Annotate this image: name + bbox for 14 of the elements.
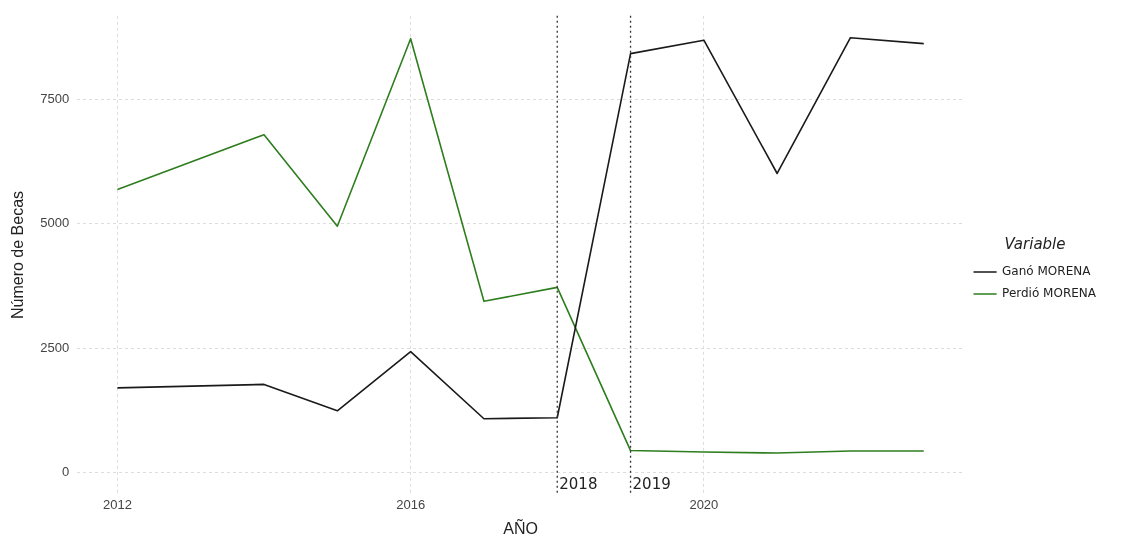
y-tick-label: 2500: [40, 339, 70, 355]
x-tick-label: 2012: [102, 496, 132, 512]
legend-label: Ganó MORENA: [1002, 264, 1092, 279]
ref-line-label: 2019: [632, 474, 671, 493]
legend-label: Perdió MORENA: [1002, 286, 1097, 301]
y-tick-label: 7500: [40, 90, 70, 106]
x-axis-title: AÑO: [503, 517, 538, 537]
y-axis-title: Número de Becas: [9, 190, 27, 320]
y-tick-label: 5000: [40, 215, 70, 231]
y-tick-label: 0: [61, 464, 70, 480]
x-tick-label: 2020: [689, 496, 719, 512]
x-tick-label: 2016: [396, 496, 426, 512]
ref-line-label: 2018: [559, 474, 598, 493]
legend-title: Variable: [1004, 235, 1066, 254]
